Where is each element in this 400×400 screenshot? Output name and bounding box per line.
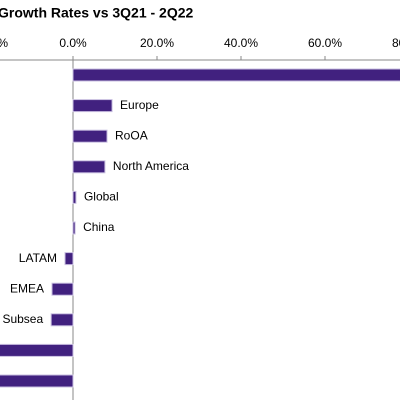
category-label: Subsea xyxy=(2,312,43,326)
x-tick-label: 40.0% xyxy=(224,36,258,50)
bar xyxy=(72,68,400,82)
bar xyxy=(64,252,74,266)
x-tick-label: 20.0% xyxy=(140,36,174,50)
category-label: LATAM xyxy=(19,251,57,265)
category-label: North America xyxy=(113,159,189,173)
category-label: EMEA xyxy=(10,281,44,295)
category-label: Global xyxy=(84,190,119,204)
bar xyxy=(0,343,74,357)
bar xyxy=(72,99,113,113)
bar xyxy=(72,221,76,235)
x-tick-label: -20.0% xyxy=(0,36,8,50)
x-tick-label: 80.0% xyxy=(392,36,400,50)
category-label: China xyxy=(83,220,115,234)
category-label: RoOA xyxy=(115,128,148,142)
x-tick-label: 60.0% xyxy=(308,36,342,50)
bar xyxy=(0,374,74,388)
bar xyxy=(51,282,74,296)
chart-title: Growth Rates vs 3Q21 - 2Q22 xyxy=(0,5,194,21)
bar xyxy=(50,313,74,327)
bar xyxy=(72,190,77,204)
x-tick-label: 0.0% xyxy=(59,36,87,50)
category-label: Europe xyxy=(120,98,159,112)
bar xyxy=(72,160,106,174)
bar xyxy=(72,129,108,143)
